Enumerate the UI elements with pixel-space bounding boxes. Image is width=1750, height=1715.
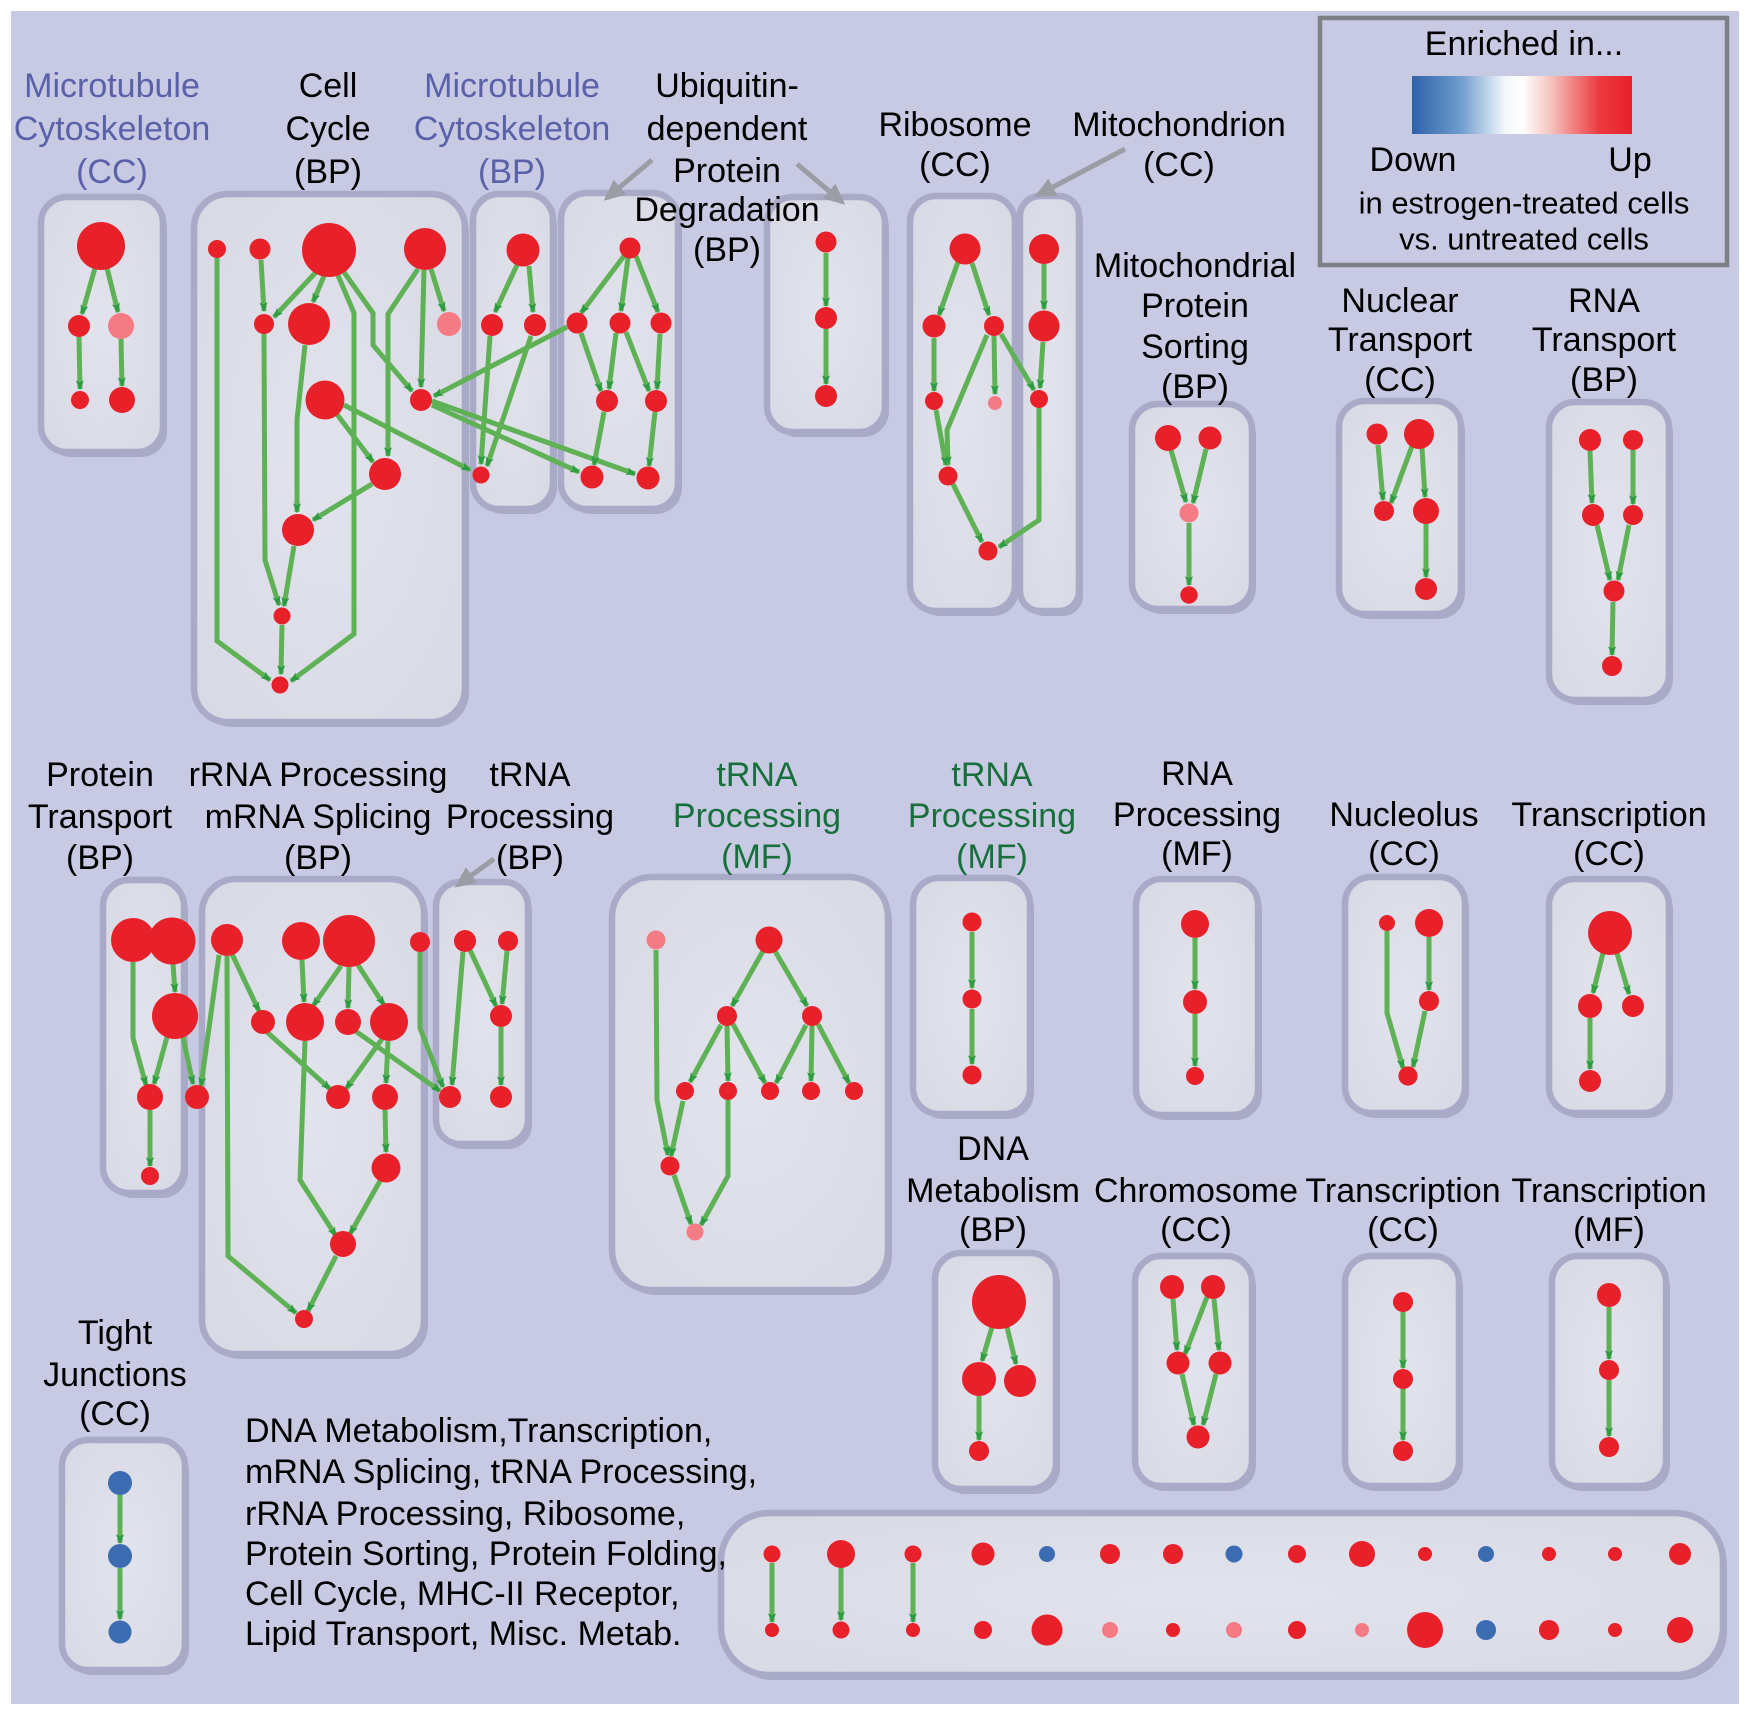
- svg-text:Cycle: Cycle: [285, 110, 370, 148]
- svg-text:Degradation: Degradation: [634, 191, 819, 229]
- svg-text:Transcription: Transcription: [1511, 1172, 1706, 1210]
- svg-text:Nuclear: Nuclear: [1341, 282, 1458, 320]
- svg-text:Processing: Processing: [673, 797, 841, 835]
- svg-text:(CC): (CC): [76, 153, 148, 191]
- svg-text:(MF): (MF): [721, 838, 793, 876]
- svg-text:(BP): (BP): [1161, 368, 1229, 406]
- svg-text:tRNA: tRNA: [951, 756, 1033, 794]
- svg-text:mRNA Splicing, tRNA Processing: mRNA Splicing, tRNA Processing,: [245, 1453, 757, 1491]
- svg-text:tRNA: tRNA: [489, 756, 571, 794]
- svg-text:(CC): (CC): [1143, 146, 1215, 184]
- svg-text:Mitochondrial: Mitochondrial: [1094, 247, 1296, 285]
- svg-text:Chromosome: Chromosome: [1094, 1172, 1298, 1210]
- svg-text:(BP): (BP): [693, 231, 761, 269]
- svg-text:Transport: Transport: [28, 798, 173, 836]
- svg-text:Cytoskeleton: Cytoskeleton: [414, 110, 611, 148]
- svg-text:Lipid Transport, Misc. Metab.: Lipid Transport, Misc. Metab.: [245, 1615, 682, 1653]
- svg-text:Transport: Transport: [1532, 321, 1677, 359]
- svg-text:Tight: Tight: [78, 1314, 153, 1352]
- svg-text:(BP): (BP): [66, 839, 134, 877]
- svg-text:vs. untreated cells: vs. untreated cells: [1399, 222, 1649, 257]
- svg-text:(BP): (BP): [1570, 361, 1638, 399]
- svg-text:Processing: Processing: [1113, 796, 1281, 834]
- svg-text:rRNA Processing: rRNA Processing: [189, 756, 448, 794]
- svg-text:dependent: dependent: [647, 110, 808, 148]
- svg-text:DNA Metabolism,Transcription,: DNA Metabolism,Transcription,: [245, 1412, 712, 1450]
- svg-text:Processing: Processing: [446, 798, 614, 836]
- svg-text:Protein Sorting, Protein Foldi: Protein Sorting, Protein Folding,: [245, 1535, 727, 1573]
- svg-text:RNA: RNA: [1568, 282, 1640, 320]
- svg-text:Down: Down: [1370, 141, 1457, 179]
- svg-text:(BP): (BP): [959, 1211, 1027, 1249]
- svg-text:Ubiquitin-: Ubiquitin-: [655, 67, 799, 105]
- svg-text:(MF): (MF): [1573, 1211, 1645, 1249]
- svg-text:(MF): (MF): [1161, 835, 1233, 873]
- svg-text:Microtubule: Microtubule: [424, 67, 600, 105]
- svg-text:(CC): (CC): [79, 1395, 151, 1433]
- svg-text:(CC): (CC): [1364, 361, 1436, 399]
- svg-text:Cytoskeleton: Cytoskeleton: [14, 110, 211, 148]
- svg-text:Ribosome: Ribosome: [878, 106, 1031, 144]
- svg-text:Protein: Protein: [673, 152, 781, 190]
- svg-text:(CC): (CC): [1368, 835, 1440, 873]
- svg-text:(CC): (CC): [1160, 1211, 1232, 1249]
- svg-text:Transcription: Transcription: [1305, 1172, 1500, 1210]
- svg-text:Microtubule: Microtubule: [24, 67, 200, 105]
- svg-text:DNA: DNA: [957, 1130, 1029, 1168]
- svg-text:Transport: Transport: [1328, 321, 1473, 359]
- svg-text:(CC): (CC): [919, 146, 991, 184]
- svg-text:Nucleolus: Nucleolus: [1329, 796, 1478, 834]
- svg-text:Metabolism: Metabolism: [906, 1172, 1080, 1210]
- svg-text:mRNA Splicing: mRNA Splicing: [205, 798, 432, 836]
- svg-text:(BP): (BP): [284, 839, 352, 877]
- svg-text:(BP): (BP): [478, 153, 546, 191]
- svg-text:Enriched in...: Enriched in...: [1425, 25, 1623, 63]
- svg-text:(CC): (CC): [1367, 1211, 1439, 1249]
- svg-text:Mitochondrion: Mitochondrion: [1072, 106, 1286, 144]
- svg-text:Processing: Processing: [908, 797, 1076, 835]
- svg-text:tRNA: tRNA: [716, 756, 798, 794]
- svg-text:Cell Cycle, MHC-II Receptor,: Cell Cycle, MHC-II Receptor,: [245, 1575, 680, 1613]
- svg-text:Up: Up: [1608, 141, 1651, 179]
- svg-text:in estrogen-treated cells: in estrogen-treated cells: [1359, 186, 1690, 221]
- svg-text:(BP): (BP): [294, 153, 362, 191]
- svg-text:Protein: Protein: [46, 756, 154, 794]
- svg-text:Cell: Cell: [299, 67, 358, 105]
- svg-text:rRNA Processing, Ribosome,: rRNA Processing, Ribosome,: [245, 1495, 685, 1533]
- svg-text:RNA: RNA: [1161, 755, 1233, 793]
- svg-text:Transcription: Transcription: [1511, 796, 1706, 834]
- svg-text:(BP): (BP): [496, 839, 564, 877]
- svg-text:Protein: Protein: [1141, 287, 1249, 325]
- svg-text:(MF): (MF): [956, 838, 1028, 876]
- svg-text:Sorting: Sorting: [1141, 328, 1249, 366]
- svg-text:(CC): (CC): [1573, 835, 1645, 873]
- svg-text:Junctions: Junctions: [43, 1356, 187, 1394]
